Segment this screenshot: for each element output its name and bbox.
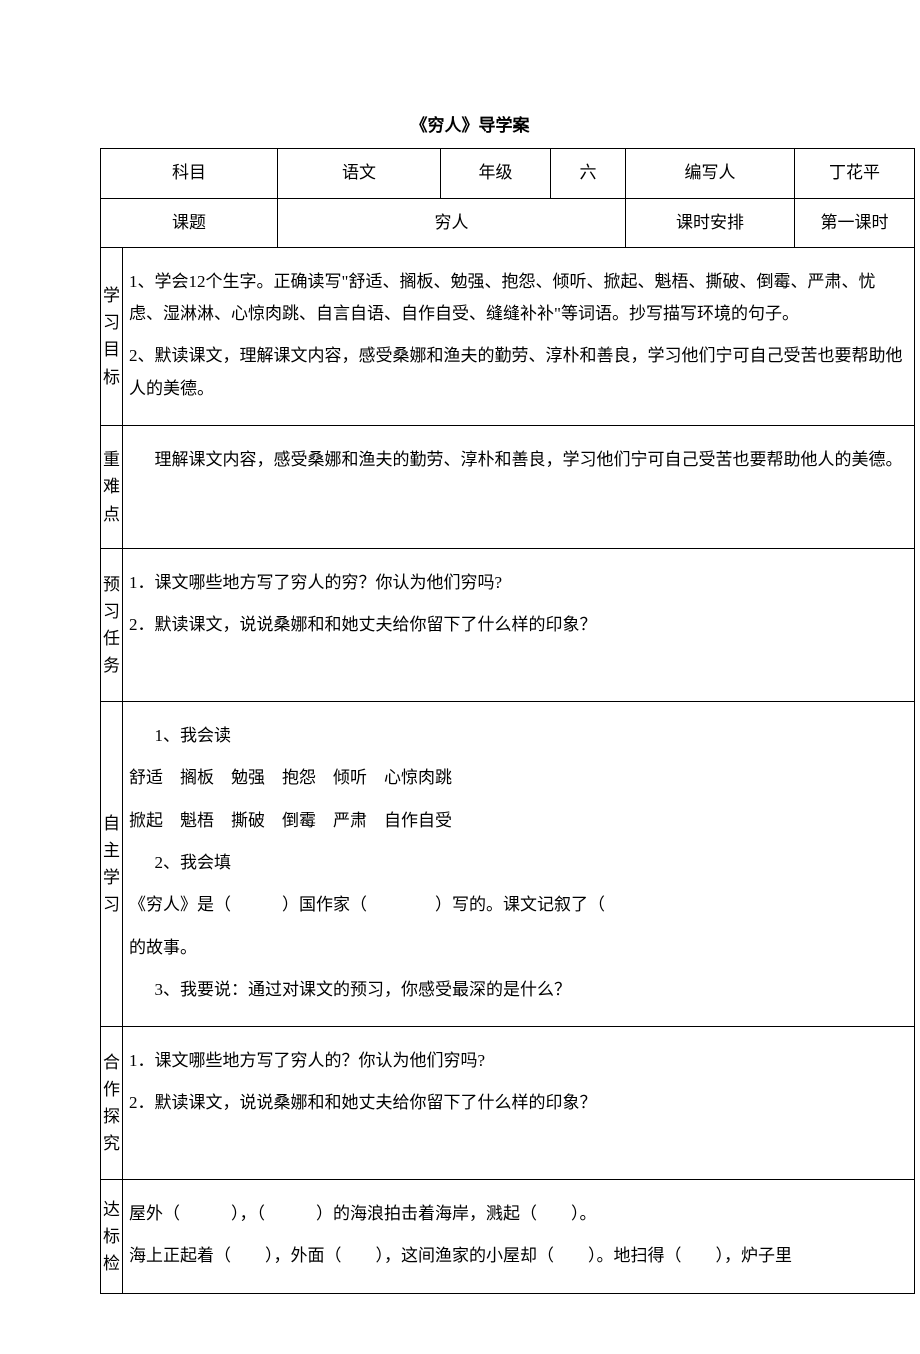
keypoints-body: 理解课文内容，感受桑娜和渔夫的勤劳、淳朴和善良，学习他们宁可自己受苦也要帮助他人… — [123, 426, 915, 549]
vlabel-coop: 合作探究 — [101, 1027, 123, 1180]
document-title: 《穷人》导学案 — [100, 110, 840, 142]
check-body: 屋外（ ），（ ）的海浪拍击着海岸，溅起（ ）。 海上正起着（ ），外面（ ），… — [123, 1180, 915, 1294]
lesson-plan-table: 科目 语文 年级 六 编写人 丁花平 课题 穷人 课时安排 第一课时 学习目标 … — [100, 148, 915, 1293]
preview-body: 1．课文哪些地方写了穷人的穷？你认为他们穷吗? 2．默读课文，说说桑娜和和她丈夫… — [123, 549, 915, 702]
coop-body: 1．课文哪些地方写了穷人的？你认为他们穷吗? 2．默读课文，说说桑娜和和她丈夫给… — [123, 1027, 915, 1180]
row-selfstudy: 自主学习 1、我会读 舒适 搁板 勉强 抱怨 倾听 心惊肉跳 掀起 魁梧 撕破 … — [101, 702, 915, 1027]
hdr-topic-label: 课题 — [101, 198, 278, 247]
hdr-grade-label: 年级 — [441, 149, 551, 198]
hdr-author-value: 丁花平 — [795, 149, 915, 198]
selfstudy-p5: 《穷人》是（ ）国作家（ ）写的。课文记叙了（ — [129, 889, 908, 921]
row-coop: 合作探究 1．课文哪些地方写了穷人的？你认为他们穷吗? 2．默读课文，说说桑娜和… — [101, 1027, 915, 1180]
selfstudy-p4: 2、我会填 — [129, 847, 908, 879]
hdr-period-value: 第一课时 — [795, 198, 915, 247]
selfstudy-p6: 的故事。 — [129, 932, 908, 964]
selfstudy-p2: 舒适 搁板 勉强 抱怨 倾听 心惊肉跳 — [129, 762, 908, 794]
goals-p2: 2、默读课文，理解课文内容，感受桑娜和渔夫的勤劳、淳朴和善良，学习他们宁可自己受… — [129, 340, 908, 405]
hdr-subject-label: 科目 — [101, 149, 278, 198]
keypoints-p1: 理解课文内容，感受桑娜和渔夫的勤劳、淳朴和善良，学习他们宁可自己受苦也要帮助他人… — [129, 444, 908, 476]
header-row-2: 课题 穷人 课时安排 第一课时 — [101, 198, 915, 247]
hdr-grade-value: 六 — [551, 149, 626, 198]
header-row-1: 科目 语文 年级 六 编写人 丁花平 — [101, 149, 915, 198]
coop-p1: 1．课文哪些地方写了穷人的？你认为他们穷吗? — [129, 1045, 908, 1077]
coop-p2: 2．默读课文，说说桑娜和和她丈夫给你留下了什么样的印象？ — [129, 1087, 908, 1119]
hdr-author-label: 编写人 — [626, 149, 795, 198]
hdr-period-label: 课时安排 — [626, 198, 795, 247]
vlabel-selfstudy: 自主学习 — [101, 702, 123, 1027]
vlabel-goals: 学习目标 — [101, 247, 123, 425]
hdr-topic-value: 穷人 — [278, 198, 626, 247]
preview-p1: 1．课文哪些地方写了穷人的穷？你认为他们穷吗? — [129, 567, 908, 599]
vlabel-check: 达标检 — [101, 1180, 123, 1294]
row-goals: 学习目标 1、学会12个生字。正确读写"舒适、搁板、勉强、抱怨、倾听、掀起、魁梧… — [101, 247, 915, 425]
goals-body: 1、学会12个生字。正确读写"舒适、搁板、勉强、抱怨、倾听、掀起、魁梧、撕破、倒… — [123, 247, 915, 425]
selfstudy-body: 1、我会读 舒适 搁板 勉强 抱怨 倾听 心惊肉跳 掀起 魁梧 撕破 倒霉 严肃… — [123, 702, 915, 1027]
row-check: 达标检 屋外（ ），（ ）的海浪拍击着海岸，溅起（ ）。 海上正起着（ ），外面… — [101, 1180, 915, 1294]
vlabel-preview: 预习任务 — [101, 549, 123, 702]
check-p1: 屋外（ ），（ ）的海浪拍击着海岸，溅起（ ）。 — [129, 1198, 908, 1230]
row-preview: 预习任务 1．课文哪些地方写了穷人的穷？你认为他们穷吗? 2．默读课文，说说桑娜… — [101, 549, 915, 702]
goals-p1: 1、学会12个生字。正确读写"舒适、搁板、勉强、抱怨、倾听、掀起、魁梧、撕破、倒… — [129, 266, 908, 331]
row-keypoints: 重难点 理解课文内容，感受桑娜和渔夫的勤劳、淳朴和善良，学习他们宁可自己受苦也要… — [101, 426, 915, 549]
selfstudy-p7: 3、我要说：通过对课文的预习，你感受最深的是什么？ — [129, 974, 908, 1006]
selfstudy-p1: 1、我会读 — [129, 720, 908, 752]
vlabel-keypoints: 重难点 — [101, 426, 123, 549]
selfstudy-p3: 掀起 魁梧 撕破 倒霉 严肃 自作自受 — [129, 805, 908, 837]
check-p2: 海上正起着（ ），外面（ ），这间渔家的小屋却（ ）。地扫得（ ），炉子里 — [129, 1240, 908, 1272]
hdr-subject-value: 语文 — [278, 149, 441, 198]
preview-p2: 2．默读课文，说说桑娜和和她丈夫给你留下了什么样的印象？ — [129, 609, 908, 641]
